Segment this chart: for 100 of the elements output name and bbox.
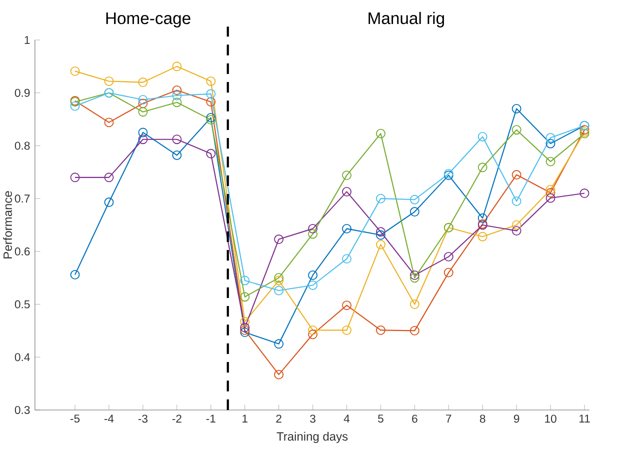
point (240, 328, 250, 338)
point (104, 198, 114, 207)
point (70, 66, 80, 76)
point (308, 330, 318, 340)
point (546, 188, 556, 198)
point (342, 170, 352, 180)
point (512, 125, 522, 135)
point (546, 156, 556, 166)
point (70, 270, 80, 280)
point (172, 150, 182, 160)
point (70, 172, 80, 182)
point (308, 224, 318, 234)
x-tick-label: -3 (138, 414, 148, 423)
point (546, 138, 556, 148)
point (308, 270, 318, 280)
point (410, 326, 420, 336)
point (138, 94, 148, 104)
point (172, 98, 182, 108)
point (376, 128, 386, 138)
point (376, 240, 386, 250)
point (240, 325, 250, 335)
point (206, 76, 216, 86)
point (104, 172, 114, 182)
point (512, 196, 522, 206)
point (104, 76, 114, 86)
point (512, 104, 522, 114)
point (308, 325, 318, 335)
point (478, 132, 488, 142)
point (410, 300, 420, 310)
x-tick-label: 10 (545, 414, 556, 423)
point (172, 134, 182, 144)
point (342, 224, 352, 234)
x-tick-label: -2 (172, 414, 182, 423)
point (138, 98, 148, 108)
x-tick-label: -4 (104, 414, 114, 422)
point (274, 286, 284, 296)
point (444, 252, 454, 262)
x-tick-label: 11 (579, 414, 590, 422)
point (410, 270, 420, 280)
x-tick-label: 8 (480, 414, 486, 423)
y-tick-label: 0.3 (14, 406, 30, 414)
point (274, 234, 284, 244)
point (512, 226, 522, 236)
point (138, 134, 148, 144)
point (410, 273, 420, 283)
point (342, 325, 352, 335)
point (274, 273, 284, 283)
point (478, 162, 488, 172)
point (206, 97, 216, 107)
y-tick-label: 0.5 (14, 300, 30, 308)
x-tick-label: 7 (446, 414, 452, 422)
y-tick-label: 0.6 (14, 247, 30, 256)
point (172, 85, 182, 95)
point (308, 280, 318, 290)
point (240, 276, 250, 286)
point (172, 62, 182, 72)
y-tick-label: 0.4 (14, 353, 30, 362)
point (444, 268, 454, 278)
point (70, 101, 80, 111)
point (410, 207, 420, 217)
point (546, 184, 556, 194)
x-tick-label: 2 (276, 414, 282, 423)
point (308, 229, 318, 239)
point (274, 276, 284, 286)
x-tick-label: -1 (206, 414, 216, 422)
text: Home-cage (106, 12, 190, 28)
point (206, 89, 216, 99)
x-axis-title: Training days (276, 432, 348, 444)
x-tick-label: 4 (344, 414, 350, 422)
point (546, 133, 556, 143)
point (206, 115, 216, 125)
point (172, 90, 182, 100)
point (376, 194, 386, 204)
point (104, 118, 114, 128)
x-tick-label: -5 (70, 414, 80, 423)
point (138, 107, 148, 117)
x-tick-label: 9 (514, 414, 520, 423)
point (240, 322, 250, 332)
text: Manual rig (368, 12, 444, 28)
point (342, 300, 352, 310)
x-tick-label: 1 (242, 414, 248, 422)
point (240, 316, 250, 326)
y-tick-label: 1 (24, 36, 30, 44)
point (410, 194, 420, 204)
point (376, 325, 386, 335)
point (138, 128, 148, 138)
point (240, 292, 250, 302)
point (274, 370, 284, 380)
point (478, 213, 488, 223)
point (376, 230, 386, 240)
point (206, 148, 216, 158)
x-tick-label: 6 (412, 414, 418, 423)
y-tick-label: 0.9 (14, 88, 30, 97)
x-tick-label: 3 (310, 414, 316, 423)
point (478, 232, 488, 242)
y-axis-title: Performance (3, 191, 12, 258)
point (206, 112, 216, 122)
y-tick-label: 0.8 (14, 142, 30, 150)
point (512, 220, 522, 230)
point (138, 78, 148, 88)
